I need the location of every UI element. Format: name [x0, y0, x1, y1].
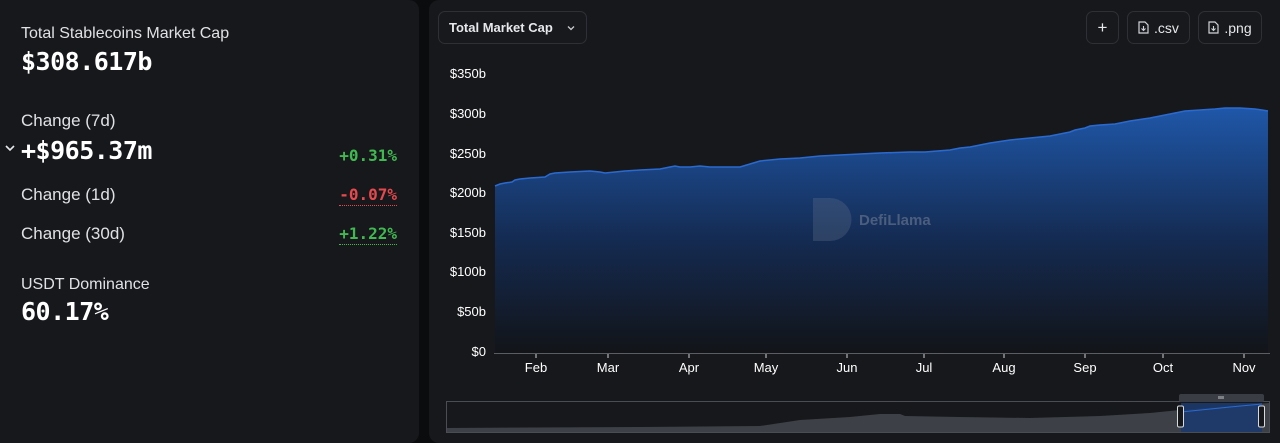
- change-7d-percent: +0.31%: [339, 146, 397, 165]
- chevron-down-icon[interactable]: [4, 142, 16, 154]
- area-line: [494, 107, 1269, 187]
- total-market-cap-label: Total Stablecoins Market Cap: [21, 25, 230, 42]
- watermark-text: DefiLlama: [859, 212, 931, 229]
- change-1d-label: Change (1d): [21, 185, 116, 204]
- csv-label: .csv: [1154, 19, 1179, 36]
- add-button[interactable]: +: [1086, 11, 1119, 44]
- area-series: [495, 108, 1268, 353]
- y-tick-label: $350b: [449, 66, 486, 81]
- x-tick-label: Oct: [1152, 360, 1174, 375]
- file-download-icon: [1208, 21, 1219, 34]
- metric-select[interactable]: Total Market Cap: [438, 11, 587, 44]
- metric-select-label: Total Market Cap: [449, 20, 553, 35]
- x-tick-label: Aug: [992, 360, 1016, 375]
- x-tick-label: Apr: [678, 360, 700, 375]
- file-download-icon: [1138, 21, 1149, 34]
- change-7d-value: +$965.37m: [21, 136, 152, 165]
- png-label: .png: [1224, 19, 1252, 36]
- x-tick-label: Jul: [915, 360, 933, 375]
- y-tick-label: $100b: [449, 264, 486, 279]
- summary-panel: Total Stablecoins Market Cap $308.617b C…: [0, 0, 419, 443]
- usdt-dominance-value: 60.17%: [21, 297, 109, 326]
- x-tick-label: May: [753, 360, 779, 375]
- y-tick-label: $200b: [449, 185, 486, 200]
- y-tick-label: $0: [471, 344, 486, 359]
- x-tick-label: Sep: [1073, 360, 1097, 375]
- y-tick-label: $250b: [449, 146, 486, 161]
- datazoom-selection[interactable]: [1181, 403, 1262, 432]
- change-1d-percent[interactable]: -0.07%: [339, 185, 397, 206]
- datazoom-left-handle[interactable]: [1177, 405, 1184, 428]
- usdt-dominance-label: USDT Dominance: [21, 276, 150, 293]
- datazoom-track[interactable]: [446, 401, 1270, 433]
- datazoom-preview: [447, 403, 1269, 432]
- total-market-cap-value: $308.617b: [21, 47, 152, 76]
- chevron-down-icon: [567, 25, 575, 30]
- datazoom-drag-handle[interactable]: [1179, 394, 1264, 402]
- change-30d-label: Change (30d): [21, 224, 125, 243]
- x-tick-label: Jun: [836, 360, 858, 375]
- datazoom-right-handle[interactable]: [1258, 405, 1265, 428]
- x-tick-label: Nov: [1232, 360, 1256, 375]
- y-tick-label: $300b: [449, 106, 486, 121]
- x-tick-label: Mar: [596, 360, 620, 375]
- plus-icon: +: [1097, 17, 1108, 37]
- y-tick-label: $150b: [449, 225, 486, 240]
- y-tick-label: $50b: [457, 304, 486, 319]
- x-tick-label: Feb: [524, 360, 548, 375]
- change-7d-label: Change (7d): [21, 111, 116, 130]
- defillama-logo-icon: [813, 198, 852, 241]
- download-png-button[interactable]: .png: [1198, 11, 1262, 44]
- download-csv-button[interactable]: .csv: [1127, 11, 1190, 44]
- change-30d-percent[interactable]: +1.22%: [339, 224, 397, 245]
